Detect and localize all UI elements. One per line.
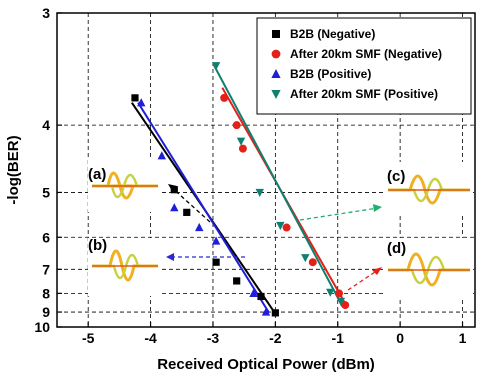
data-point-smf-positive <box>236 137 246 146</box>
annotation-a: (a) <box>88 166 106 183</box>
legend-label: B2B (Negative) <box>290 27 375 41</box>
data-point-smf-negative <box>341 301 350 310</box>
inset-waveform-d <box>385 238 473 298</box>
data-point-b2b-positive <box>157 151 167 160</box>
x-tick-label: -2 <box>269 330 282 346</box>
data-point-b2b-negative <box>183 208 191 216</box>
data-point-b2b-positive <box>137 98 146 107</box>
data-point-b2b-negative <box>170 186 178 194</box>
inset-waveform-a <box>88 160 160 212</box>
arrow-to-c <box>299 207 379 221</box>
data-point-b2b-positive <box>261 307 271 316</box>
arrow-head-b <box>166 253 174 261</box>
fit-lines <box>131 65 348 315</box>
data-point-smf-negative <box>232 121 241 130</box>
y-tick-label: 9 <box>42 304 50 320</box>
data-point-b2b-positive <box>211 236 221 245</box>
plot-frame <box>56 12 476 328</box>
annotation-b: (b) <box>88 237 107 254</box>
data-point-smf-negative <box>334 289 343 298</box>
data-point-smf-positive <box>276 221 285 231</box>
y-tick-label: 3 <box>42 5 50 21</box>
data-point-smf-negative <box>308 258 317 267</box>
inset-waveform-b <box>88 238 160 296</box>
data-point-smf-positive <box>326 288 335 297</box>
data-point-smf-positive <box>336 297 346 306</box>
x-tick-label: -4 <box>144 330 157 346</box>
y-tick-label: 7 <box>42 261 50 277</box>
data-point-smf-negative <box>220 93 229 102</box>
y-axis-label: -log(BER) <box>5 135 22 204</box>
data-markers <box>131 62 350 317</box>
x-axis-label: Received Optical Power (dBm) <box>157 356 375 373</box>
data-point-b2b-positive <box>195 222 204 232</box>
x-tick-label: -1 <box>332 330 345 346</box>
data-point-b2b-positive <box>249 288 258 297</box>
data-point-b2b-negative <box>271 309 279 317</box>
arrow-to-d <box>347 269 379 291</box>
data-point-smf-positive <box>255 188 264 198</box>
inset-waveform-c <box>385 162 473 216</box>
data-point-b2b-negative <box>257 292 265 301</box>
annotation-c: (c) <box>387 168 405 185</box>
y-tick-label: 6 <box>42 229 50 245</box>
data-point-b2b-positive <box>170 203 179 212</box>
legend: B2B (Negative) After 20km SMF (Negative) B… <box>256 17 472 115</box>
data-point-b2b-negative <box>212 258 220 266</box>
legend-label: After 20km SMF (Negative) <box>290 47 442 61</box>
legend-label: After 20km SMF (Positive) <box>290 87 438 101</box>
data-point-smf-negative <box>282 223 291 232</box>
arrow-head-c <box>373 204 382 212</box>
fit-line-b2b-positive <box>137 102 270 314</box>
data-point-smf-negative <box>238 144 247 153</box>
y-tick-label: 4 <box>42 117 50 133</box>
x-tick-label: 1 <box>459 330 467 346</box>
x-tick-label: -3 <box>207 330 220 346</box>
legend-box <box>256 17 472 115</box>
legend-marker-1 <box>271 49 281 59</box>
annotation-d: (d) <box>387 240 406 257</box>
legend-marker-2 <box>271 69 281 78</box>
y-tick-label: 5 <box>42 184 50 200</box>
data-point-b2b-negative <box>233 277 241 285</box>
data-point-smf-positive <box>211 62 221 71</box>
legend-label: B2B (Positive) <box>290 67 371 81</box>
data-point-smf-positive <box>301 254 310 263</box>
arrow-head-d <box>372 267 382 275</box>
axis-ticks: -5 -4 -3 -2 -1 0 1 3 4 5 6 7 8 910 <box>34 5 466 346</box>
y-tick-label: 10 <box>34 319 50 335</box>
x-tick-label: -5 <box>82 330 95 346</box>
legend-marker-3 <box>271 90 281 99</box>
data-point-b2b-negative <box>131 94 139 102</box>
y-tick-label: 8 <box>42 285 50 301</box>
legend-marker-0 <box>272 30 280 38</box>
fit-line-smf-positive <box>213 65 344 308</box>
x-tick-label: 0 <box>396 330 404 346</box>
